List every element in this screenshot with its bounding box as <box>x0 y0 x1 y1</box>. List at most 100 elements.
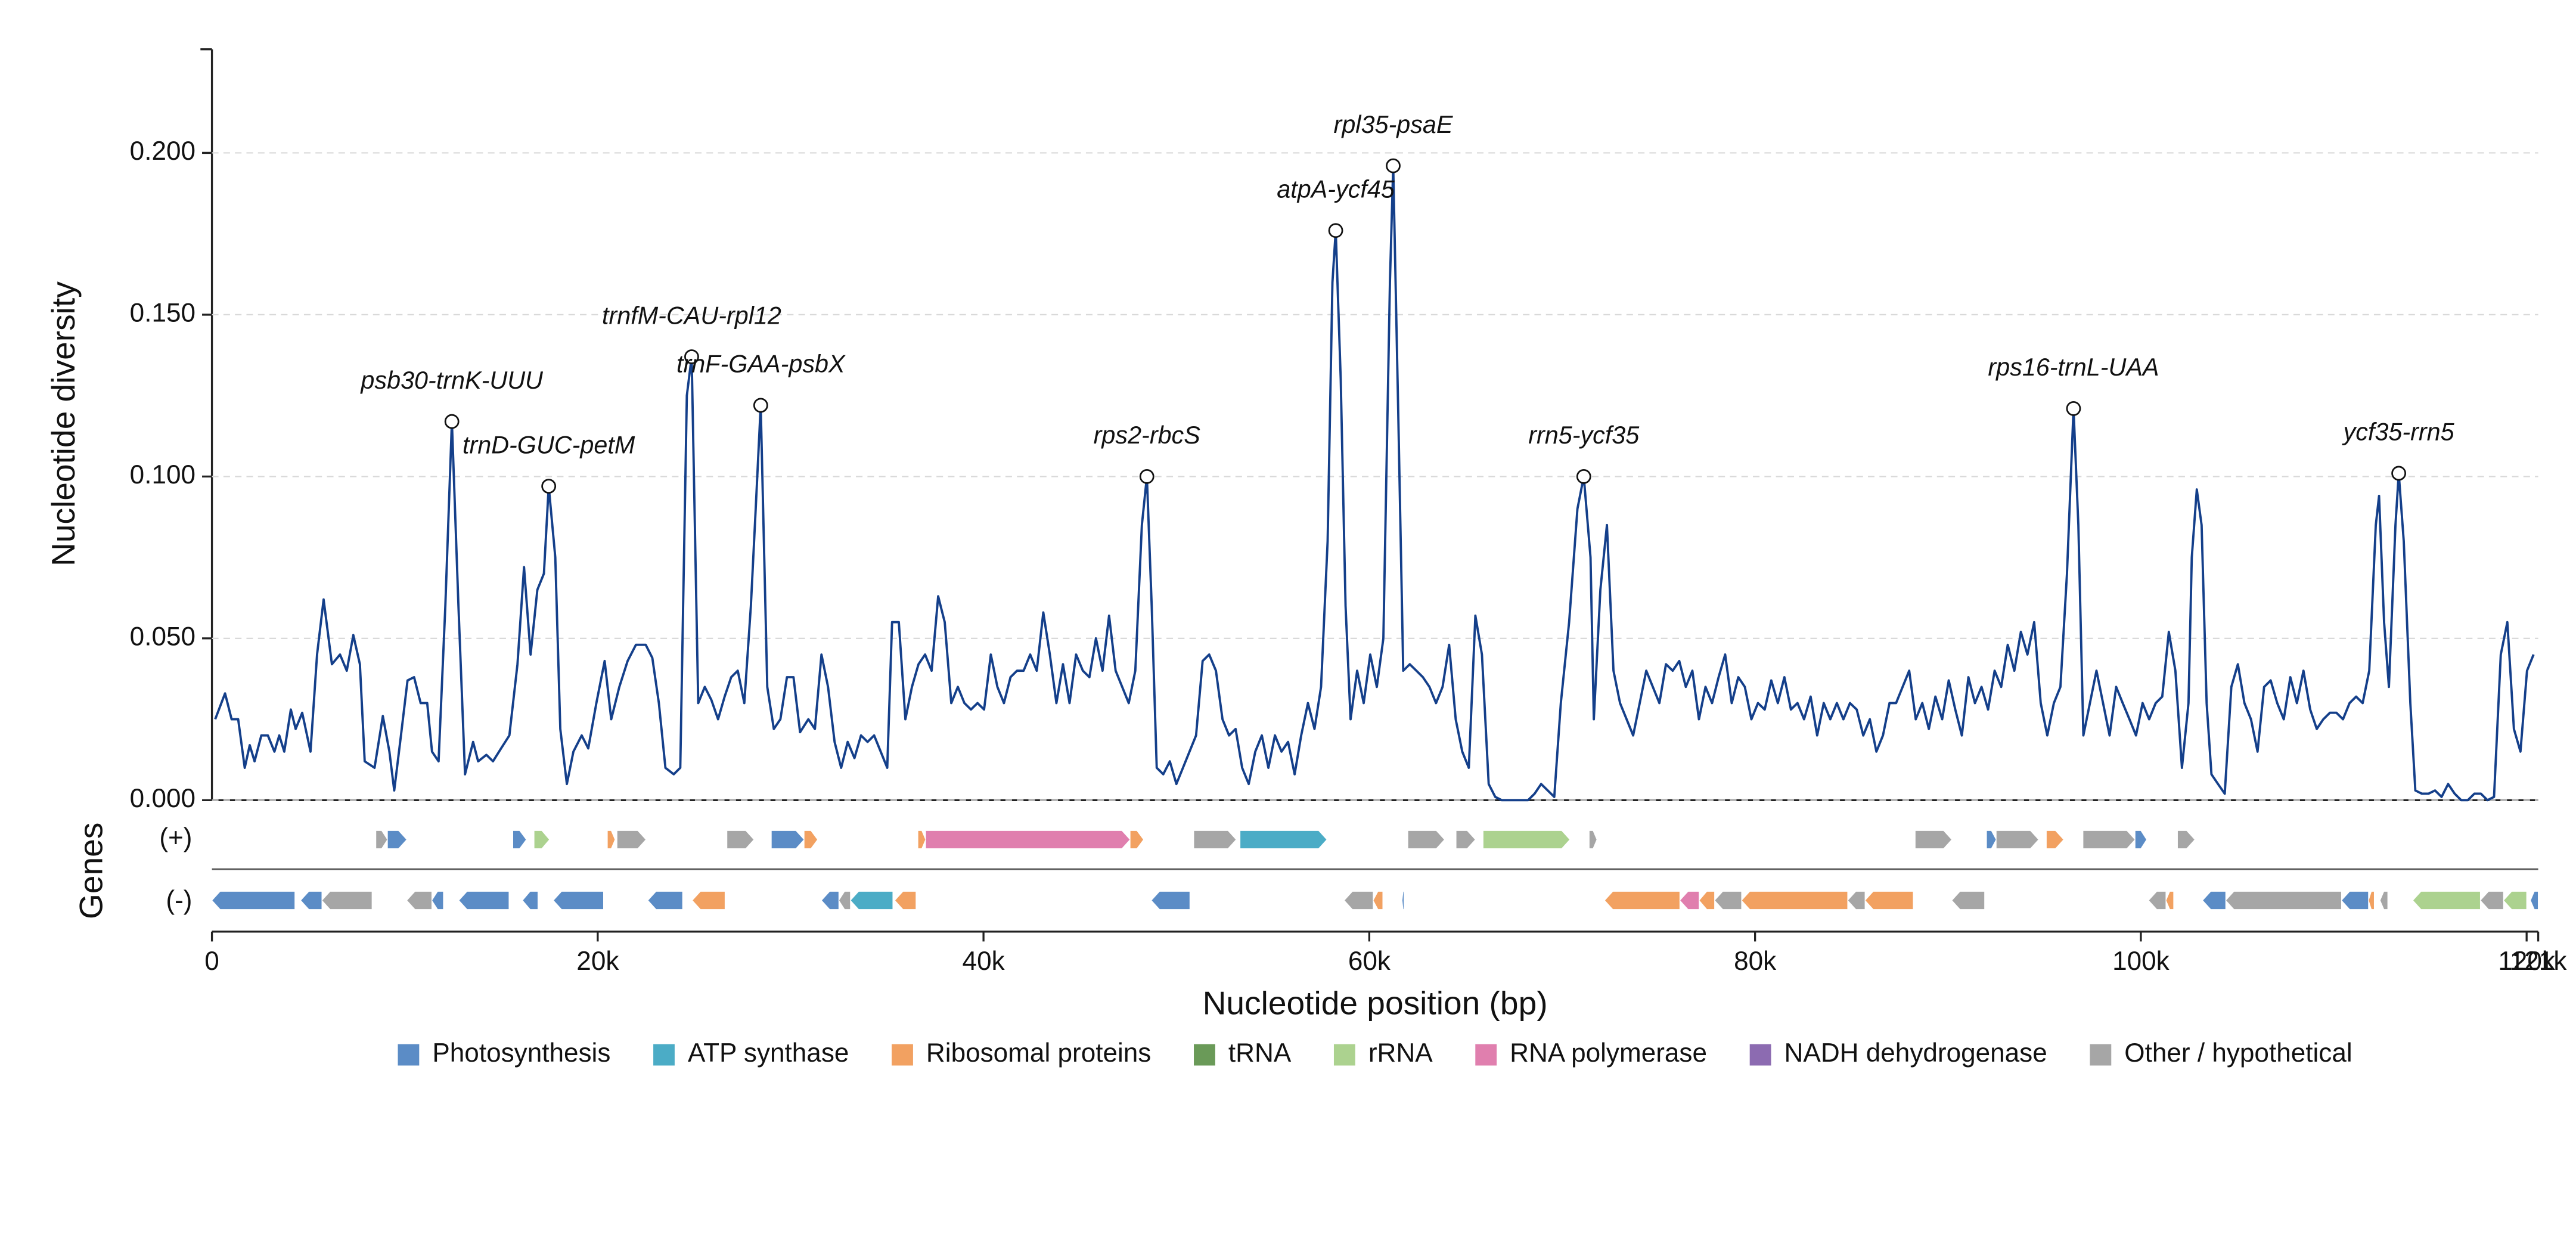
gene <box>375 830 388 849</box>
peak-marker <box>1576 469 1591 484</box>
peak-marker <box>2391 466 2407 481</box>
gene <box>2202 891 2226 910</box>
gene <box>1401 891 1405 910</box>
gene <box>2046 830 2065 849</box>
legend-label: NADH dehydrogenase <box>1784 1038 2047 1068</box>
gene <box>1343 891 1374 910</box>
y-axis-title: Nucleotide diversity <box>45 281 82 566</box>
gene <box>522 891 539 910</box>
gene <box>2341 891 2369 910</box>
y-tick-label: 0.100 <box>130 460 195 489</box>
legend-swatch <box>653 1044 675 1066</box>
strand-label: (+) <box>159 823 192 852</box>
gene <box>1239 830 1327 849</box>
gene <box>321 891 373 910</box>
gene <box>406 891 433 910</box>
gene <box>1482 830 1571 849</box>
gene <box>1864 891 1914 910</box>
peak-annotation: rps16-trnL-UAA <box>1988 353 2159 381</box>
gene <box>431 891 444 910</box>
peak-annotation: trnfM-CAU-rpl12 <box>602 302 781 329</box>
gene <box>2379 891 2388 910</box>
gene <box>850 891 893 910</box>
peak-annotation: rps2-rbcS <box>1094 421 1201 449</box>
peak-annotation: psb30-trnK-UUU <box>359 367 544 394</box>
legend-label: RNA polymerase <box>1510 1038 1707 1068</box>
gene <box>803 830 818 849</box>
x-tick-label: 120k <box>2498 947 2556 976</box>
gene <box>1986 830 1997 849</box>
gene <box>771 830 805 849</box>
gene <box>2530 891 2539 910</box>
legend-swatch <box>2090 1044 2112 1066</box>
gene <box>1373 891 1383 910</box>
gene <box>1995 830 2040 849</box>
peak-annotation: atpA-ycf45 <box>1277 176 1395 203</box>
legend-label: Other / hypothetical <box>2124 1038 2352 1068</box>
legend-label: ATP synthase <box>688 1038 849 1068</box>
legend-swatch <box>892 1044 913 1066</box>
x-tick-label: 121k <box>2510 947 2568 976</box>
legend-swatch <box>1749 1044 1771 1066</box>
gene <box>458 891 510 910</box>
gene <box>1741 891 1848 910</box>
gene <box>917 830 926 849</box>
y-tick-label: 0.000 <box>130 784 195 813</box>
peak-annotation: rpl35-psaE <box>1334 111 1453 138</box>
gene <box>2082 830 2136 849</box>
gene <box>387 830 408 849</box>
legend-swatch <box>1475 1044 1497 1066</box>
legend-label: rRNA <box>1368 1038 1433 1068</box>
peak-annotation: trnF-GAA-psbX <box>676 351 846 378</box>
x-axis-title: Nucleotide position (bp) <box>1203 984 1548 1021</box>
y-tick-label: 0.200 <box>130 137 195 166</box>
peak-marker <box>1139 469 1154 484</box>
y-tick-label: 0.150 <box>130 299 195 328</box>
y-tick-label: 0.050 <box>130 622 195 652</box>
x-tick-label: 80k <box>1734 947 1777 976</box>
peak-marker <box>444 414 460 429</box>
peak-annotation: rrn5-ycf35 <box>1528 421 1640 449</box>
peak-marker <box>684 349 699 364</box>
data-line <box>214 165 2535 802</box>
gene <box>2412 891 2481 910</box>
peak-marker <box>2066 401 2081 416</box>
gene <box>553 891 604 910</box>
gene <box>533 830 550 849</box>
legend-label: Ribosomal proteins <box>926 1038 1151 1068</box>
legend-label: tRNA <box>1228 1038 1292 1068</box>
gene <box>1604 891 1680 910</box>
peak-annotation: trnD-GUC-petM <box>463 431 635 458</box>
gene <box>1588 830 1597 849</box>
x-tick-label: 100k <box>2112 947 2170 976</box>
legend-swatch <box>1333 1044 1355 1066</box>
peak-annotation: ycf35-rrn5 <box>2342 418 2455 446</box>
gene <box>691 891 726 910</box>
strand-label: (-) <box>166 886 192 915</box>
gene <box>894 891 917 910</box>
peak-marker <box>1386 158 1401 173</box>
gene <box>647 891 683 910</box>
peak-marker <box>1328 223 1343 238</box>
gene <box>1193 830 1237 849</box>
gene <box>2225 891 2342 910</box>
gene <box>607 830 616 849</box>
gene <box>2503 891 2527 910</box>
gene <box>1150 891 1190 910</box>
x-tick-label: 0 <box>204 947 219 976</box>
gene <box>616 830 647 849</box>
legend-swatch <box>1194 1044 1215 1066</box>
x-tick-label: 60k <box>1348 947 1391 976</box>
gene <box>925 830 1131 849</box>
gene <box>2368 891 2375 910</box>
gene <box>821 891 839 910</box>
gene <box>1679 891 1700 910</box>
legend-label: Photosynthesis <box>432 1038 610 1068</box>
gene <box>211 891 296 910</box>
gene <box>512 830 527 849</box>
gene <box>727 830 755 849</box>
gene <box>1951 891 1985 910</box>
gene <box>1714 891 1742 910</box>
